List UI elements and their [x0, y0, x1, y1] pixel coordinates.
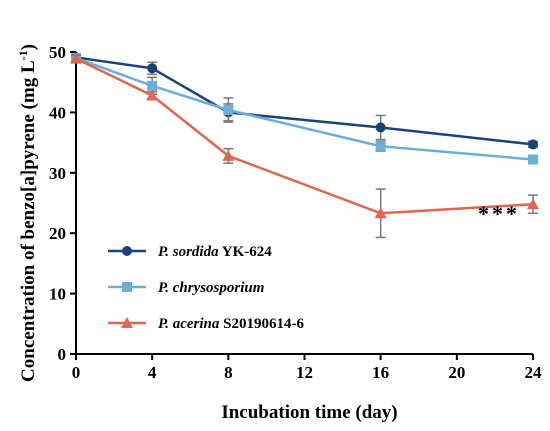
y-tick-label: 0 — [58, 345, 67, 364]
legend-label-species: P. sordida — [158, 244, 219, 260]
series-3 — [70, 52, 539, 239]
data-point — [70, 52, 82, 64]
series-layer — [70, 52, 539, 239]
data-point — [528, 154, 538, 165]
x-tick-label: 8 — [224, 363, 233, 382]
data-point — [147, 80, 158, 91]
x-tick-label: 4 — [148, 363, 157, 382]
y-axis-title-main: Concentration of benzo[a]pyrene (mg L — [18, 60, 39, 382]
y-tick-label: 30 — [49, 164, 66, 183]
y-tick-label: 40 — [49, 103, 66, 122]
legend-item: P. acerina S20190614-6 — [108, 316, 304, 332]
y-tick-label: 20 — [49, 224, 66, 243]
legend-label-strain: YK-624 — [219, 244, 273, 260]
series-line — [75, 56, 534, 161]
y-tick-label: 10 — [49, 285, 66, 304]
x-tick-label: 12 — [296, 363, 313, 382]
legend: P. sordida YK-624 P. chrysosporium P. acer… — [108, 244, 304, 332]
legend-item: P. sordida YK-624 — [108, 244, 272, 260]
legend-label: P. sordida YK-624 — [158, 244, 272, 260]
data-point — [222, 149, 235, 161]
data-point — [527, 198, 539, 210]
y-axis-title-superscript: -1 — [16, 50, 30, 60]
data-point — [375, 122, 386, 133]
y-axis-title-close: ) — [18, 44, 39, 50]
significance-annotation: *** — [478, 201, 520, 226]
data-point — [375, 141, 386, 152]
axis-frame — [75, 52, 533, 355]
data-point — [528, 139, 538, 150]
series-1 — [71, 52, 538, 150]
legend-label-species: P. acerina — [158, 316, 220, 332]
legend-label-strain: S20190614-6 — [219, 316, 304, 332]
data-point — [223, 104, 234, 115]
x-tick-label: 24 — [525, 363, 543, 382]
x-axis-title: Incubation time (day) — [221, 402, 397, 423]
series-line — [75, 56, 534, 146]
legend-marker — [122, 246, 132, 256]
legend-marker — [121, 317, 133, 328]
axes: 0 10 20 30 40 50 0 4 8 12 16 20 24 — [49, 43, 542, 382]
legend-item: P. chrysosporium — [108, 280, 264, 296]
data-point — [147, 63, 158, 74]
data-point — [374, 207, 387, 219]
y-axis-title: Concentration of benzo[a]pyrene (mg L-1) — [16, 44, 39, 382]
series-2 — [71, 53, 538, 165]
x-tick-label: 0 — [72, 363, 81, 382]
legend-label: P. chrysosporium — [158, 280, 264, 296]
legend-marker — [122, 282, 132, 292]
legend-label-species: P. chrysosporium — [158, 280, 264, 296]
legend-label: P. acerina S20190614-6 — [158, 316, 304, 332]
x-tick-label: 16 — [372, 363, 389, 382]
x-tick-label: 20 — [448, 363, 465, 382]
data-point — [146, 89, 159, 101]
y-tick-label: 50 — [49, 43, 66, 62]
